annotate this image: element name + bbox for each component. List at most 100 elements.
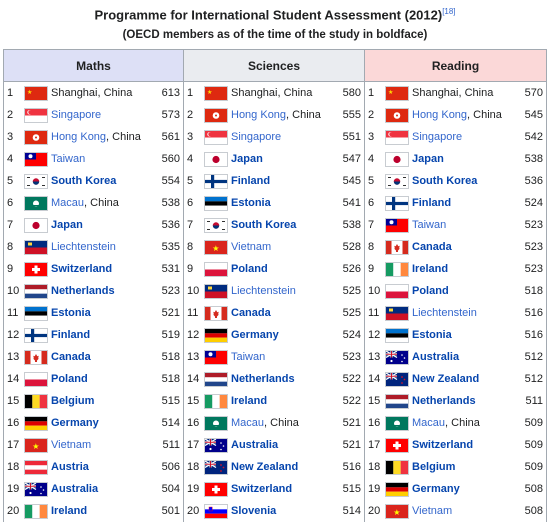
- country-link[interactable]: Macau: [51, 197, 85, 209]
- ireland-flag-icon[interactable]: [204, 394, 228, 409]
- oecd-country-link[interactable]: Ireland: [51, 505, 88, 517]
- belgium-flag-icon[interactable]: [385, 460, 409, 475]
- oecd-country-link[interactable]: Australia: [412, 351, 460, 363]
- oecd-country-link[interactable]: Netherlands: [51, 285, 115, 297]
- estonia-flag-icon[interactable]: [204, 196, 228, 211]
- ireland-flag-icon[interactable]: [24, 504, 48, 519]
- poland-flag-icon[interactable]: [385, 284, 409, 299]
- country-link[interactable]: Taiwan: [231, 351, 266, 363]
- oecd-country-link[interactable]: South Korea: [231, 219, 297, 231]
- oecd-country-link[interactable]: Ireland: [412, 263, 449, 275]
- estonia-flag-icon[interactable]: [24, 306, 48, 321]
- oecd-country-link[interactable]: New Zealand: [412, 373, 480, 385]
- ireland-flag-icon[interactable]: [385, 262, 409, 277]
- finland-flag-icon[interactable]: [385, 196, 409, 211]
- hongkong-flag-icon[interactable]: [204, 108, 228, 123]
- macau-flag-icon[interactable]: [385, 416, 409, 431]
- poland-flag-icon[interactable]: [204, 262, 228, 277]
- country-link[interactable]: Singapore: [231, 131, 282, 143]
- germany-flag-icon[interactable]: [24, 416, 48, 431]
- country-link[interactable]: Hong Kong: [51, 131, 107, 143]
- china-flag-icon[interactable]: ★: [24, 86, 48, 101]
- column-header-maths[interactable]: Maths: [4, 50, 183, 82]
- oecd-country-link[interactable]: South Korea: [51, 175, 117, 187]
- vietnam-flag-icon[interactable]: ★: [385, 504, 409, 519]
- australia-flag-icon[interactable]: [204, 438, 228, 453]
- canada-flag-icon[interactable]: [204, 306, 228, 321]
- country-link[interactable]: Vietnam: [231, 241, 272, 253]
- oecd-country-link[interactable]: Japan: [412, 153, 444, 165]
- germany-flag-icon[interactable]: [204, 328, 228, 343]
- country-link[interactable]: Vietnam: [51, 439, 92, 451]
- oecd-country-link[interactable]: Japan: [231, 153, 263, 165]
- oecd-country-link[interactable]: South Korea: [412, 175, 478, 187]
- estonia-flag-icon[interactable]: [385, 328, 409, 343]
- oecd-country-link[interactable]: Poland: [231, 263, 268, 275]
- oecd-country-link[interactable]: Belgium: [51, 395, 95, 407]
- australia-flag-icon[interactable]: [24, 482, 48, 497]
- oecd-country-link[interactable]: Netherlands: [412, 395, 476, 407]
- oecd-country-link[interactable]: Estonia: [231, 197, 271, 209]
- japan-flag-icon[interactable]: [24, 218, 48, 233]
- liechtenstein-flag-icon[interactable]: [385, 306, 409, 321]
- oecd-country-link[interactable]: Australia: [231, 439, 279, 451]
- slovenia-flag-icon[interactable]: [204, 504, 228, 519]
- vietnam-flag-icon[interactable]: ★: [24, 438, 48, 453]
- country-link[interactable]: Liechtenstein: [231, 285, 296, 297]
- taiwan-flag-icon[interactable]: [24, 152, 48, 167]
- australia-flag-icon[interactable]: [385, 350, 409, 365]
- korea-flag-icon[interactable]: [204, 218, 228, 233]
- caption-reference-link[interactable]: [18]: [442, 7, 456, 16]
- belgium-flag-icon[interactable]: [24, 394, 48, 409]
- canada-flag-icon[interactable]: [24, 350, 48, 365]
- oecd-country-link[interactable]: Germany: [412, 483, 460, 495]
- korea-flag-icon[interactable]: [385, 174, 409, 189]
- country-link[interactable]: Macau: [412, 417, 446, 429]
- oecd-country-link[interactable]: Poland: [412, 285, 449, 297]
- oecd-country-link[interactable]: Canada: [51, 351, 91, 363]
- oecd-country-link[interactable]: Estonia: [412, 329, 452, 341]
- poland-flag-icon[interactable]: [24, 372, 48, 387]
- netherlands-flag-icon[interactable]: [24, 284, 48, 299]
- switzerland-flag-icon[interactable]: [204, 482, 228, 497]
- country-link[interactable]: Liechtenstein: [412, 307, 477, 319]
- liechtenstein-flag-icon[interactable]: [24, 240, 48, 255]
- country-link[interactable]: Hong Kong: [412, 109, 468, 121]
- switzerland-flag-icon[interactable]: [385, 438, 409, 453]
- oecd-country-link[interactable]: Austria: [51, 461, 89, 473]
- country-link[interactable]: Singapore: [51, 109, 102, 121]
- singapore-flag-icon[interactable]: [204, 130, 228, 145]
- oecd-country-link[interactable]: Switzerland: [231, 483, 293, 495]
- oecd-country-link[interactable]: Finland: [51, 329, 91, 341]
- liechtenstein-flag-icon[interactable]: [204, 284, 228, 299]
- country-link[interactable]: Taiwan: [412, 219, 447, 231]
- oecd-country-link[interactable]: Finland: [231, 175, 271, 187]
- hongkong-flag-icon[interactable]: [385, 108, 409, 123]
- japan-flag-icon[interactable]: [204, 152, 228, 167]
- country-link[interactable]: Vietnam: [412, 505, 453, 517]
- oecd-country-link[interactable]: Poland: [51, 373, 88, 385]
- singapore-flag-icon[interactable]: [24, 108, 48, 123]
- netherlands-flag-icon[interactable]: [204, 372, 228, 387]
- oecd-country-link[interactable]: Canada: [412, 241, 452, 253]
- singapore-flag-icon[interactable]: [385, 130, 409, 145]
- country-link[interactable]: Macau: [231, 417, 265, 429]
- taiwan-flag-icon[interactable]: [385, 218, 409, 233]
- oecd-country-link[interactable]: Ireland: [231, 395, 268, 407]
- hongkong-flag-icon[interactable]: [24, 130, 48, 145]
- newzealand-flag-icon[interactable]: [385, 372, 409, 387]
- finland-flag-icon[interactable]: [204, 174, 228, 189]
- newzealand-flag-icon[interactable]: [204, 460, 228, 475]
- column-header-sciences[interactable]: Sciences: [184, 50, 364, 82]
- macau-flag-icon[interactable]: [24, 196, 48, 211]
- oecd-country-link[interactable]: Netherlands: [231, 373, 295, 385]
- korea-flag-icon[interactable]: [24, 174, 48, 189]
- oecd-country-link[interactable]: Australia: [51, 483, 99, 495]
- column-header-reading[interactable]: Reading: [365, 50, 546, 82]
- china-flag-icon[interactable]: ★: [204, 86, 228, 101]
- oecd-country-link[interactable]: Canada: [231, 307, 271, 319]
- china-flag-icon[interactable]: ★: [385, 86, 409, 101]
- vietnam-flag-icon[interactable]: ★: [204, 240, 228, 255]
- switzerland-flag-icon[interactable]: [24, 262, 48, 277]
- oecd-country-link[interactable]: Germany: [231, 329, 279, 341]
